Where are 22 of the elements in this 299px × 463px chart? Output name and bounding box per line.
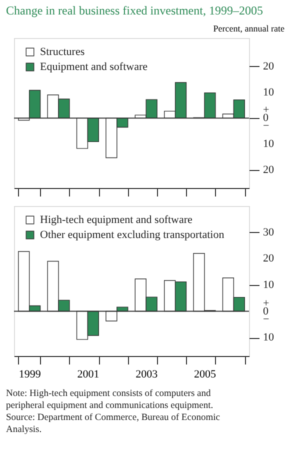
y-tick-label: 20 <box>263 60 274 72</box>
source-note: Source: Department of Commerce, Bureau of Economic Analysis. <box>6 413 220 435</box>
y-tick-label: 30 <box>263 226 274 238</box>
x-tick-label: 1999 <box>18 368 42 380</box>
y-tick-label: 10 <box>263 278 274 291</box>
legend-label: Structures <box>40 46 85 58</box>
x-tick-label: 2001 <box>77 368 100 380</box>
y-tick-label: + 0 − <box>263 297 270 326</box>
y-tick-label: 10 <box>263 86 274 98</box>
y-tick-label: 20 <box>263 164 274 176</box>
legend-label: Equipment and software <box>40 61 148 73</box>
y-axis-title: Percent, annual rate <box>213 24 284 34</box>
y-tick-label: + 0 − <box>263 104 270 132</box>
legend-label: Other equipment excluding transportation <box>40 229 225 241</box>
chart-title: Change in real business fixed investment, 1999–2005 <box>6 4 263 18</box>
y-tick-label: 10 <box>263 332 274 344</box>
y-tick-label: 20 <box>263 252 274 265</box>
y-tick-label: 10 <box>263 138 274 150</box>
x-tick-label: 2005 <box>194 368 216 380</box>
legend-label: High-tech equipment and software <box>40 214 193 226</box>
x-tick-label: 2003 <box>136 368 158 380</box>
text: Note: High-tech equipment consists of computers and peripheral equipment and communications equipment. <box>6 389 214 411</box>
